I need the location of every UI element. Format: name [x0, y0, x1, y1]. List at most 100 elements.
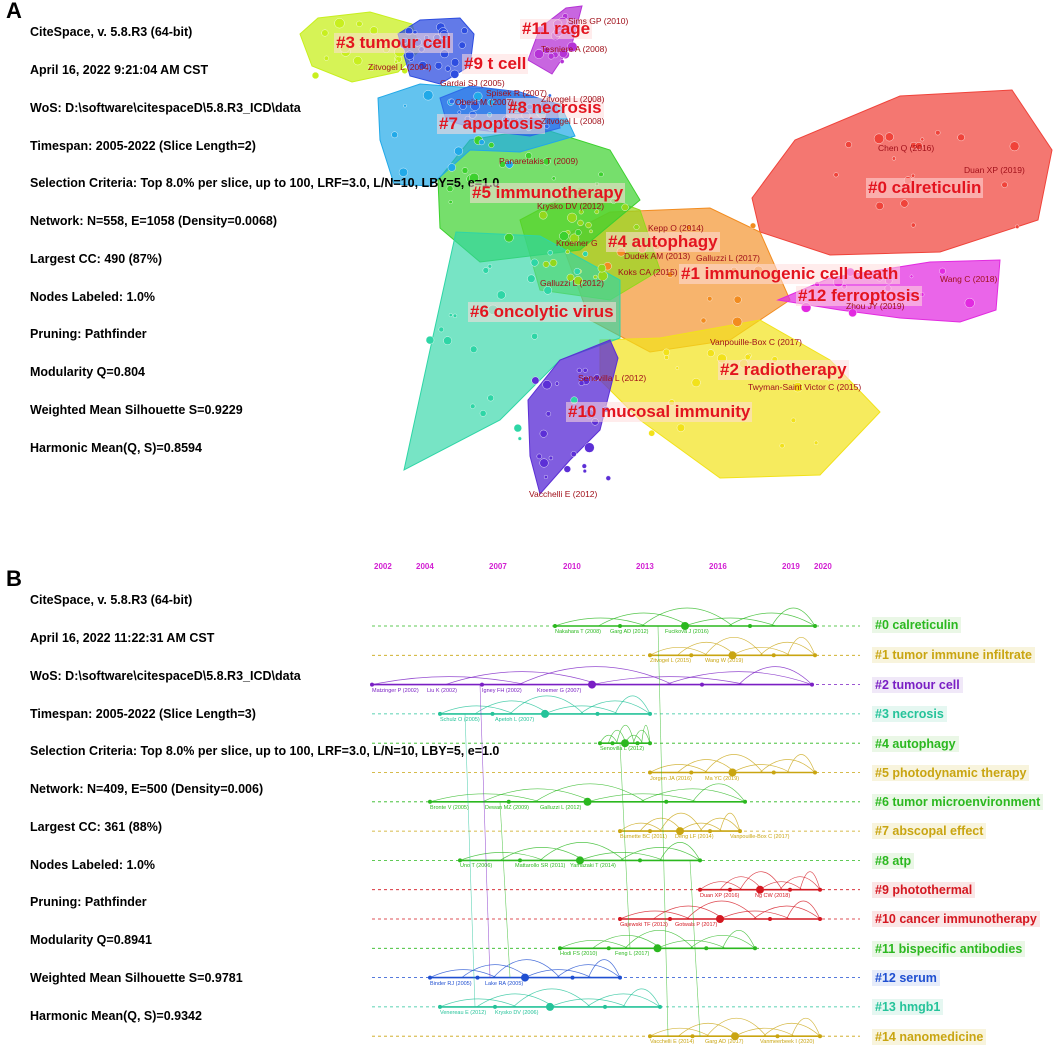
timeline-node-label: Gajewski TF (2013) [620, 922, 668, 928]
timeline-node [648, 829, 652, 834]
timeline-node [648, 653, 652, 658]
network-node [547, 250, 553, 256]
network-node [536, 453, 542, 460]
timeline-node [576, 856, 584, 865]
network-node [733, 295, 742, 304]
info-line: WoS: D:\software\citespaceD\5.8.R3_ICD\d… [30, 668, 301, 683]
timeline-node [648, 770, 652, 775]
node-label: Wang C (2018) [940, 274, 998, 284]
network-node [779, 443, 785, 449]
timeline-label-5: #5 photodynamic therapy [872, 765, 1030, 781]
network-node [563, 465, 571, 473]
hull-oncolytic-virus [403, 231, 621, 471]
citation-arc [649, 1027, 710, 1037]
network-node [425, 335, 435, 345]
timeline-label-0: #0 calreticulin [872, 617, 962, 633]
timeline-node [748, 624, 752, 628]
network-node [691, 378, 701, 388]
cross-link [479, 684, 491, 978]
cluster-label-1: #1 immunogenic cell death [679, 264, 901, 284]
citation-arc [719, 812, 741, 832]
timeline-node-label: Uno T (2006) [460, 863, 493, 870]
timeline-node [635, 741, 640, 746]
timeline-node [689, 770, 694, 775]
timeline-node-label: Fucikova J (2016) [665, 629, 709, 635]
citation-arc [518, 666, 673, 685]
network-node [543, 475, 548, 480]
timeline-node [618, 829, 622, 834]
citation-arc [482, 788, 593, 803]
timeline-node [698, 887, 702, 892]
network-node [744, 354, 751, 360]
timeline-node-label: Duan XP (2016) [700, 892, 740, 899]
network-node [539, 458, 549, 468]
timeline-node [698, 858, 702, 863]
year-tick: 2016 [709, 562, 727, 571]
citation-arc [639, 788, 746, 803]
network-node [368, 64, 375, 71]
citation-arc [704, 637, 764, 656]
timeline-node [588, 680, 596, 689]
info-line: CiteSpace, v. 5.8.R3 (64-bit) [30, 593, 193, 608]
network-node [458, 41, 466, 49]
timeline-node [704, 946, 709, 951]
network-node [539, 210, 548, 220]
timeline-node [518, 858, 522, 863]
network-node [559, 231, 569, 241]
cross-link [619, 743, 631, 949]
cross-link [499, 801, 511, 978]
citation-arc [624, 929, 694, 949]
citation-arc [699, 817, 741, 832]
network-node [513, 424, 522, 433]
timeline-node [610, 741, 615, 746]
network-node [470, 403, 476, 409]
cluster-label-10: #10 mucosal immunity [566, 402, 753, 422]
citation-arc [616, 724, 635, 744]
hull-calreticulin [751, 89, 1053, 256]
citation-arc [719, 910, 791, 920]
timeline-node [480, 682, 484, 687]
citation-arc [653, 905, 724, 920]
network-node [394, 59, 399, 64]
citation-arc [499, 847, 585, 861]
timeline-node [728, 768, 737, 777]
citation-arc [588, 959, 621, 978]
timeline-node [756, 885, 764, 894]
node-label: Kepp O (2014) [648, 223, 704, 233]
timeline-node-label: Wang W (2019) [705, 658, 744, 665]
citation-arc [771, 607, 816, 627]
node-label: Vanpouille-Box C (2017) [710, 337, 802, 347]
citation-arc [614, 695, 651, 715]
timeline-node-label: Hodi FS (2010) [560, 951, 598, 958]
cluster-label-0: #0 calreticulin [866, 178, 984, 198]
info-line: Weighted Mean Silhouette S=0.9781 [30, 971, 243, 985]
timeline-node-label: Deng LF (2014) [675, 834, 714, 841]
timeline-node-label: Burnette BC (2011) [620, 834, 667, 841]
info-line: Timespan: 2005-2022 (Slice Length=3) [30, 706, 256, 721]
panel-a-info: CiteSpace, v. 5.8.R3 (64-bit) April 16, … [30, 1, 499, 467]
network-node [547, 53, 555, 60]
network-node [531, 332, 538, 340]
network-node [732, 316, 743, 327]
node-label: Zitvogel L (2008) [541, 116, 605, 126]
network-node [685, 224, 692, 231]
network-node [447, 163, 456, 172]
citation-arc [732, 764, 791, 773]
timeline-node-label: Kroemer G (2007) [537, 687, 582, 694]
network-node [443, 336, 452, 346]
network-node [845, 141, 852, 148]
node-label: Zhou JY (2019) [846, 301, 905, 311]
citation-arc [679, 822, 723, 832]
network-node [470, 101, 480, 111]
year-tick: 2013 [636, 562, 654, 571]
network-node [594, 209, 600, 215]
network-node [517, 436, 522, 441]
network-node [434, 61, 443, 70]
timeline-node-label: Gotwals P (2017) [675, 922, 718, 928]
citation-arc [429, 969, 497, 978]
citation-arc [586, 993, 661, 1008]
info-line: Network: N=558, E=1058 (Density=0.0068) [30, 214, 278, 229]
timeline-node [428, 975, 432, 980]
year-tick: 2004 [416, 562, 434, 571]
timeline-node [553, 624, 557, 628]
